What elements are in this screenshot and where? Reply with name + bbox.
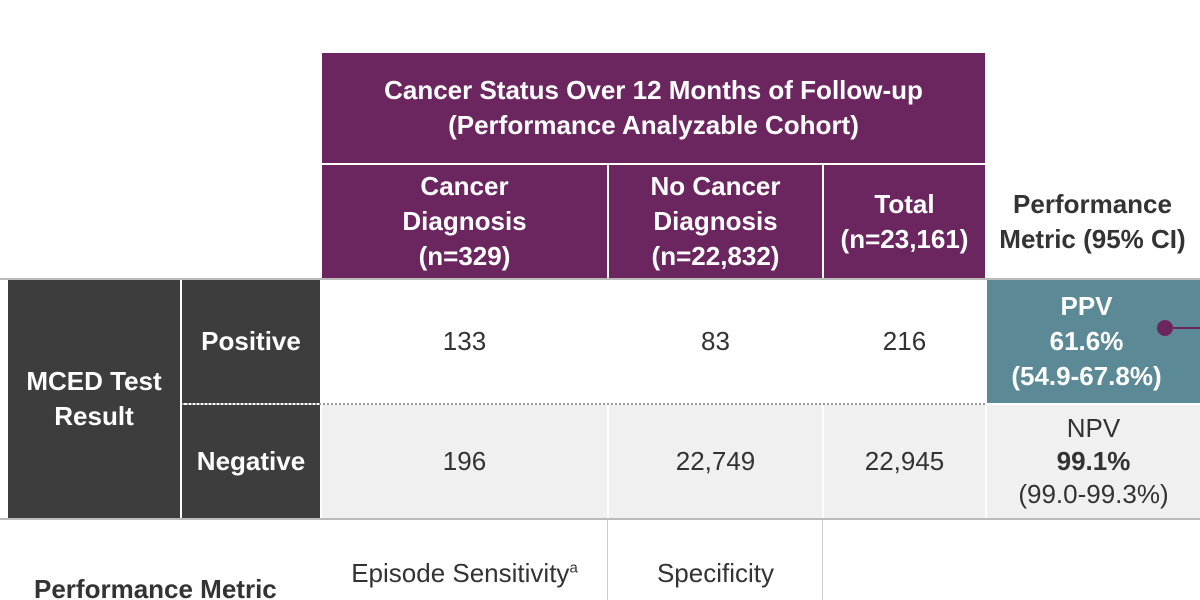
header-line: Performance <box>1013 188 1172 219</box>
cell-text: 22,945 <box>864 446 945 476</box>
footnote-mark: a <box>569 559 578 577</box>
cell-text: 133 <box>442 326 487 356</box>
cell-text: 22,749 <box>675 446 756 476</box>
footer-metric: Specificity <box>609 558 822 589</box>
cell: 22,749 <box>609 405 822 518</box>
metric-cell: PPV 61.6% (54.9-67.8%) <box>987 280 1200 403</box>
header-line: Cancer <box>420 171 509 201</box>
connector-line <box>1165 327 1200 329</box>
column-header: Cancer Diagnosis (n=329) <box>322 165 607 278</box>
cell: 133 <box>322 280 607 403</box>
column-header: Total (n=23,161) <box>824 165 985 278</box>
footer-label: Performance Metric <box>34 574 277 600</box>
row-label-text: Positive <box>201 326 301 356</box>
header-line: Total <box>874 188 935 219</box>
metric-header: Performance Metric (95% CI) <box>985 165 1200 278</box>
row-label: Negative <box>182 405 320 518</box>
header-line: Metric (95% CI) <box>999 223 1186 254</box>
cell: 216 <box>824 280 985 403</box>
cell-text: 83 <box>701 326 730 356</box>
cell: 22,945 <box>824 405 985 518</box>
metric-ci: (54.9-67.8%) <box>1011 361 1162 391</box>
footer-metric-name: Episode Sensitivity <box>351 558 570 588</box>
column-header: No Cancer Diagnosis (n=22,832) <box>609 165 822 278</box>
cell: 83 <box>609 280 822 403</box>
divider <box>0 278 1200 280</box>
table-title: Cancer Status Over 12 Months of Follow-u… <box>322 53 985 163</box>
divider <box>607 520 608 600</box>
row-divider <box>182 403 985 405</box>
header-line: (n=329) <box>418 241 511 271</box>
group-line: MCED Test <box>26 366 162 396</box>
footer-metric: Episode Sensitivitya <box>322 558 607 589</box>
cell-text: 216 <box>882 326 927 356</box>
cell: 196 <box>322 405 607 518</box>
metric-name: NPV <box>1066 413 1121 443</box>
group-line: Result <box>54 401 134 431</box>
row-label-text: Negative <box>196 446 306 476</box>
header-line: Diagnosis <box>653 206 778 236</box>
title-line: Cancer Status Over 12 Months of Follow-u… <box>384 75 923 105</box>
header-line: No Cancer <box>650 171 781 201</box>
row-label: Positive <box>182 280 320 403</box>
footer-metric-name: Specificity <box>656 558 775 588</box>
metric-value: 99.1% <box>1056 446 1131 476</box>
title-line: (Performance Analyzable Cohort) <box>448 110 859 140</box>
divider <box>0 518 1200 520</box>
metric-value: 61.6% <box>1049 326 1124 356</box>
metric-cell: NPV 99.1% (99.0-99.3%) <box>987 405 1200 518</box>
header-line: (n=22,832) <box>651 241 780 271</box>
header-line: (n=23,161) <box>840 223 969 254</box>
row-group: MCED Test Result <box>8 280 180 518</box>
divider <box>822 520 823 600</box>
header-line: Diagnosis <box>402 206 527 236</box>
metric-name: PPV <box>1060 291 1113 321</box>
metric-ci: (99.0-99.3%) <box>1018 479 1169 509</box>
cell-text: 196 <box>442 446 487 476</box>
